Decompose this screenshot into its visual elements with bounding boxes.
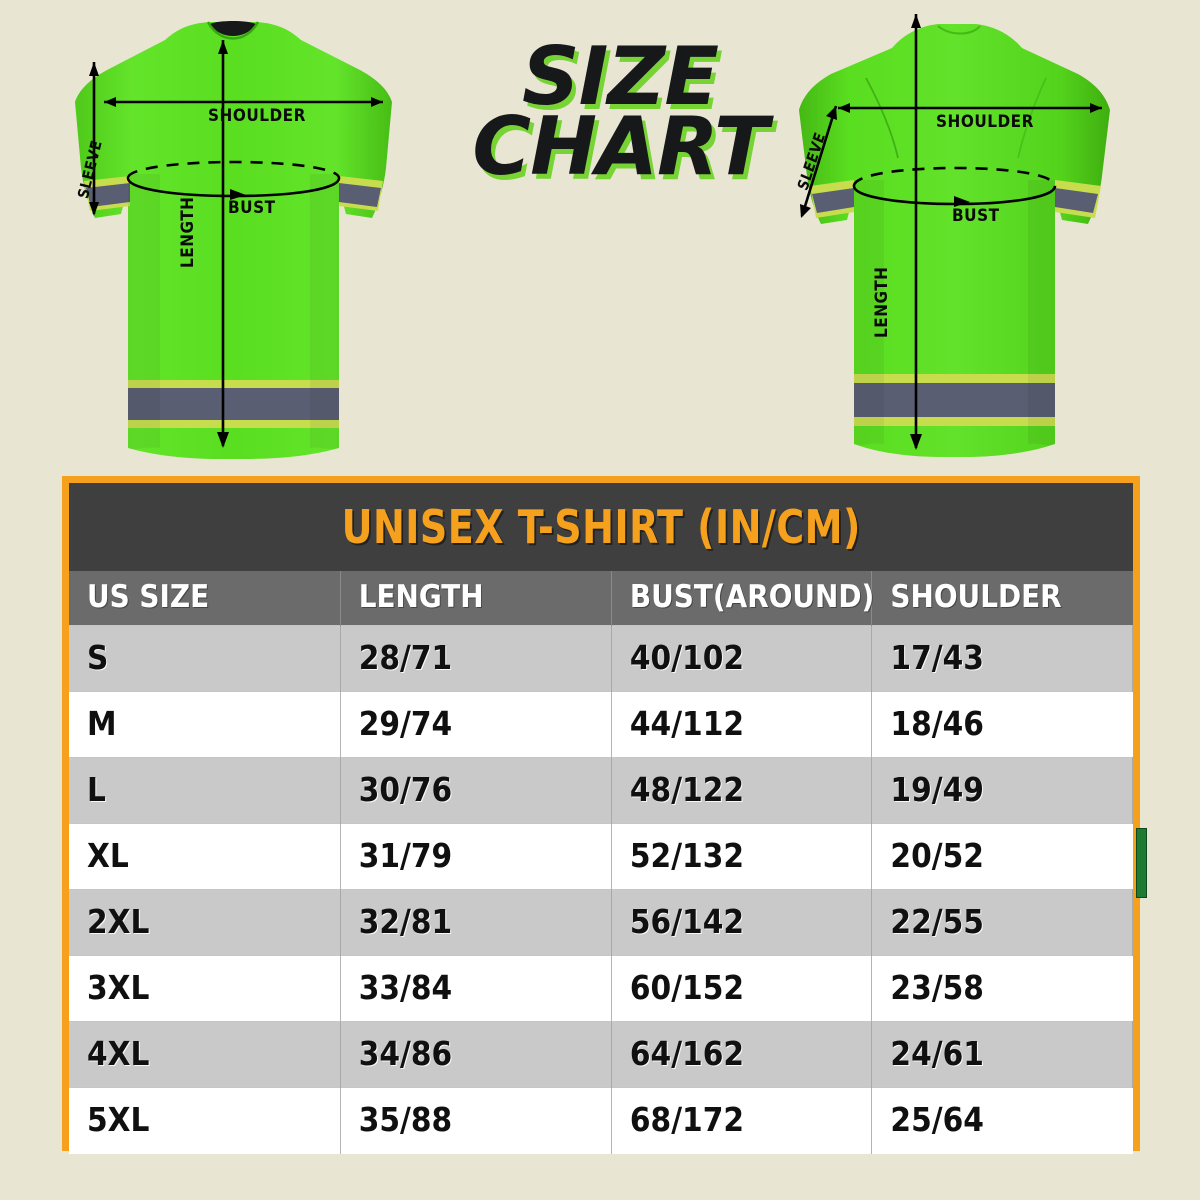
size-table-title-bar: UNISEX T-SHIRT (IN/CM) bbox=[69, 483, 1133, 571]
cell-size: L bbox=[69, 757, 341, 824]
table-row: 5XL 35/88 68/172 25/64 bbox=[69, 1087, 1133, 1154]
cell-length: 29/74 bbox=[340, 691, 612, 758]
cell-bust: 40/102 bbox=[611, 625, 873, 692]
cell-bust: 56/142 bbox=[611, 889, 873, 956]
tshirt-back-illustration bbox=[799, 14, 1110, 457]
tshirt-front-illustration bbox=[75, 21, 392, 459]
cell-shoulder: 17/43 bbox=[871, 625, 1133, 692]
front-bust-label: BUST bbox=[228, 198, 276, 218]
page-title-line1: SIZE bbox=[521, 29, 719, 123]
cell-size: 5XL bbox=[69, 1087, 341, 1154]
cell-length: 35/88 bbox=[340, 1087, 612, 1154]
table-row: L 30/76 48/122 19/49 bbox=[69, 757, 1133, 824]
table-row: M 29/74 44/112 18/46 bbox=[69, 691, 1133, 758]
cell-length: 30/76 bbox=[340, 757, 612, 824]
cell-bust: 60/152 bbox=[611, 955, 873, 1022]
page-title: SIZE CHART bbox=[470, 22, 770, 202]
table-row: 3XL 33/84 60/152 23/58 bbox=[69, 955, 1133, 1022]
cell-length: 28/71 bbox=[340, 625, 612, 692]
column-header-length: LENGTH bbox=[340, 571, 612, 626]
table-row: 4XL 34/86 64/162 24/61 bbox=[69, 1021, 1133, 1088]
column-header-shoulder: SHOULDER bbox=[871, 571, 1133, 626]
front-length-label: LENGTH bbox=[178, 196, 198, 268]
cell-bust: 48/122 bbox=[611, 757, 873, 824]
back-bust-label: BUST bbox=[952, 206, 1000, 226]
cell-length: 31/79 bbox=[340, 823, 612, 890]
cell-bust: 64/162 bbox=[611, 1021, 873, 1088]
tshirt-front-diagram: SHOULDER BUST LENGTH SLEEVE bbox=[60, 18, 400, 463]
cell-size: XL bbox=[69, 823, 341, 890]
cell-size: 3XL bbox=[69, 955, 341, 1022]
cell-size: M bbox=[69, 691, 341, 758]
cell-length: 32/81 bbox=[340, 889, 612, 956]
cell-size: 2XL bbox=[69, 889, 341, 956]
column-header-bust: BUST(AROUND) bbox=[611, 571, 874, 626]
cell-bust: 52/132 bbox=[611, 823, 873, 890]
cell-bust: 44/112 bbox=[611, 691, 873, 758]
edge-accent-mark bbox=[1136, 828, 1147, 898]
cell-shoulder: 20/52 bbox=[871, 823, 1133, 890]
cell-bust: 68/172 bbox=[611, 1087, 873, 1154]
cell-shoulder: 24/61 bbox=[871, 1021, 1133, 1088]
table-row: S 28/71 40/102 17/43 bbox=[69, 625, 1133, 692]
table-header-row: US SIZE LENGTH BUST(AROUND) SHOULDER bbox=[69, 571, 1133, 626]
tshirt-back-diagram: SHOULDER BUST LENGTH SLEEVE bbox=[780, 8, 1120, 468]
table-row: 2XL 32/81 56/142 22/55 bbox=[69, 889, 1133, 956]
size-table-grid: US SIZE LENGTH BUST(AROUND) SHOULDER S 2… bbox=[69, 571, 1133, 1154]
cell-shoulder: 25/64 bbox=[871, 1087, 1133, 1154]
cell-length: 33/84 bbox=[340, 955, 612, 1022]
cell-length: 34/86 bbox=[340, 1021, 612, 1088]
size-table: UNISEX T-SHIRT (IN/CM) US SIZE LENGTH BU… bbox=[62, 476, 1140, 1154]
cell-size: S bbox=[69, 625, 341, 692]
page-title-line2: CHART bbox=[472, 100, 768, 193]
cell-size: 4XL bbox=[69, 1021, 341, 1088]
cell-shoulder: 18/46 bbox=[871, 691, 1133, 758]
table-row: XL 31/79 52/132 20/52 bbox=[69, 823, 1133, 890]
size-table-title: UNISEX T-SHIRT (IN/CM) bbox=[341, 500, 861, 554]
back-length-label: LENGTH bbox=[872, 266, 892, 338]
back-shoulder-label: SHOULDER bbox=[936, 112, 1034, 132]
cell-shoulder: 23/58 bbox=[871, 955, 1133, 1022]
cell-shoulder: 19/49 bbox=[871, 757, 1133, 824]
table-body: S 28/71 40/102 17/43 M 29/74 44/112 18/4… bbox=[69, 625, 1133, 1154]
cell-shoulder: 22/55 bbox=[871, 889, 1133, 956]
column-header-us-size: US SIZE bbox=[69, 571, 341, 626]
front-shoulder-label: SHOULDER bbox=[208, 106, 306, 126]
